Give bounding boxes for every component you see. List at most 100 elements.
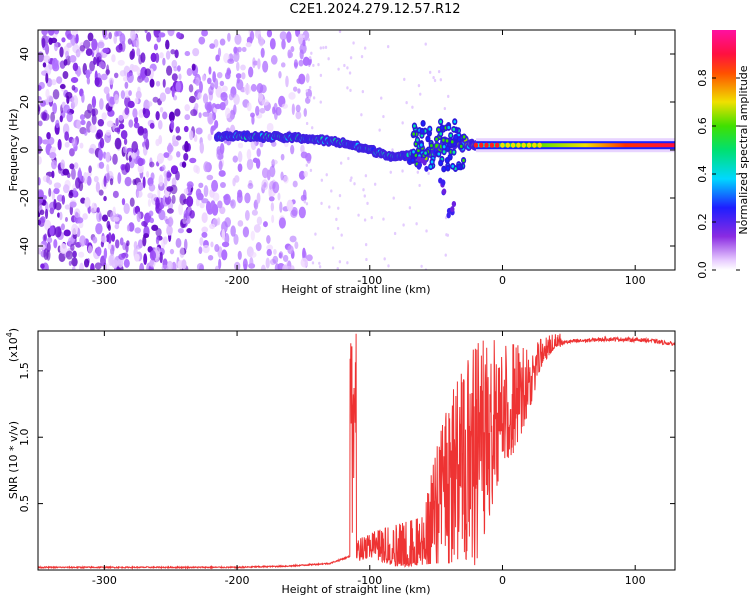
noise-dot: [319, 46, 323, 50]
snr-y-ticks: 0.5 1.0 1.5: [18, 362, 675, 512]
noise-dot: [382, 114, 385, 119]
noise-blob: [59, 211, 63, 221]
noise-blob: [184, 104, 190, 112]
noise-blob: [71, 95, 79, 107]
noise-blob: [171, 194, 176, 204]
noise-blob: [163, 152, 170, 158]
noise-blob: [274, 109, 278, 121]
noise-dot: [378, 128, 381, 132]
noise-blob: [243, 83, 251, 95]
noise-blob: [181, 161, 187, 168]
noise-blob: [78, 251, 85, 258]
noise-blob: [250, 112, 255, 118]
noise-blob: [45, 72, 49, 84]
noise-dot: [308, 95, 311, 100]
noise-blob: [224, 71, 231, 80]
turbulence-core: [421, 121, 425, 125]
noise-dot: [350, 176, 353, 180]
noise-blob: [97, 41, 105, 49]
noise-blob: [91, 96, 97, 109]
noise-blob: [94, 77, 103, 88]
noise-blob: [136, 190, 143, 198]
noise-blob: [167, 142, 173, 155]
noise-blob: [148, 210, 154, 217]
noise-dot: [405, 101, 408, 105]
noise-blob: [83, 258, 90, 268]
noise-blob: [256, 148, 261, 157]
noise-blob: [175, 238, 182, 248]
snr-y-axis-label: SNR (10 * v/v): [7, 421, 20, 499]
noise-dot: [348, 71, 352, 75]
noise-blob: [107, 232, 112, 244]
noise-blob: [214, 119, 219, 129]
noise-blob: [221, 85, 228, 92]
spectrogram-y-tick-label: -20: [18, 189, 31, 207]
noise-blob: [136, 211, 141, 223]
noise-dot: [308, 85, 312, 90]
noise-blob: [64, 131, 70, 141]
noise-blob: [266, 169, 271, 181]
noise-blob: [50, 111, 56, 123]
noise-blob: [99, 137, 105, 149]
noise-dot: [389, 170, 392, 174]
noise-blob: [298, 206, 306, 219]
noise-blob: [201, 212, 208, 224]
noise-blob: [201, 198, 209, 204]
noise-blob: [234, 175, 240, 183]
noise-blob: [72, 62, 79, 72]
noise-blob: [246, 102, 252, 112]
branch-blob: [416, 156, 422, 163]
noise-blob: [155, 235, 160, 245]
noise-blob: [164, 87, 171, 95]
noise-blob: [218, 153, 224, 160]
noise-blob: [90, 205, 97, 213]
turbulence-core: [452, 127, 456, 131]
noise-dot: [346, 66, 349, 70]
noise-dot: [346, 261, 349, 265]
noise-blob: [147, 101, 153, 107]
noise-blob: [292, 180, 298, 188]
noise-dot: [349, 88, 352, 92]
noise-dot: [403, 77, 406, 81]
noise-blob: [132, 65, 137, 72]
turbulence-core: [428, 131, 431, 135]
noise-dot: [425, 229, 428, 233]
noise-blob: [70, 76, 79, 83]
noise-blob: [168, 111, 175, 122]
noise-blob: [258, 92, 263, 102]
noise-blob: [108, 77, 115, 85]
noise-blob: [217, 47, 222, 58]
noise-blob: [98, 213, 102, 221]
noise-dot: [361, 90, 365, 94]
noise-blob: [186, 68, 193, 77]
spectrogram-y-tick-label: 20: [18, 95, 31, 109]
noise-dot: [427, 171, 430, 175]
noise-blob: [99, 98, 104, 110]
noise-blob: [188, 95, 196, 104]
noise-blob: [142, 176, 146, 189]
noise-blob: [96, 207, 100, 213]
noise-blob: [196, 262, 204, 270]
noise-blob: [281, 103, 288, 109]
turbulence-core: [439, 161, 443, 165]
noise-blob: [80, 197, 86, 204]
noise-blob: [76, 217, 84, 224]
noise-blob: [180, 195, 184, 201]
noise-blob: [136, 47, 141, 57]
branch-blob: [451, 201, 457, 208]
noise-blob: [38, 105, 41, 116]
noise-blob: [216, 71, 223, 79]
noise-dot: [328, 205, 331, 209]
noise-blob: [60, 159, 66, 170]
noise-blob: [113, 216, 120, 222]
colorbar-tick-label: 0.6: [696, 117, 709, 135]
noise-blob: [282, 254, 289, 262]
noise-blob: [41, 37, 46, 49]
snr-x-tick-label: -300: [92, 574, 117, 587]
noise-blob: [64, 204, 71, 210]
noise-blob: [280, 62, 286, 68]
noise-blob: [88, 165, 92, 174]
noise-blob: [210, 126, 214, 136]
spectrogram-x-tick-label: 100: [625, 274, 646, 287]
noise-dot: [337, 67, 340, 71]
